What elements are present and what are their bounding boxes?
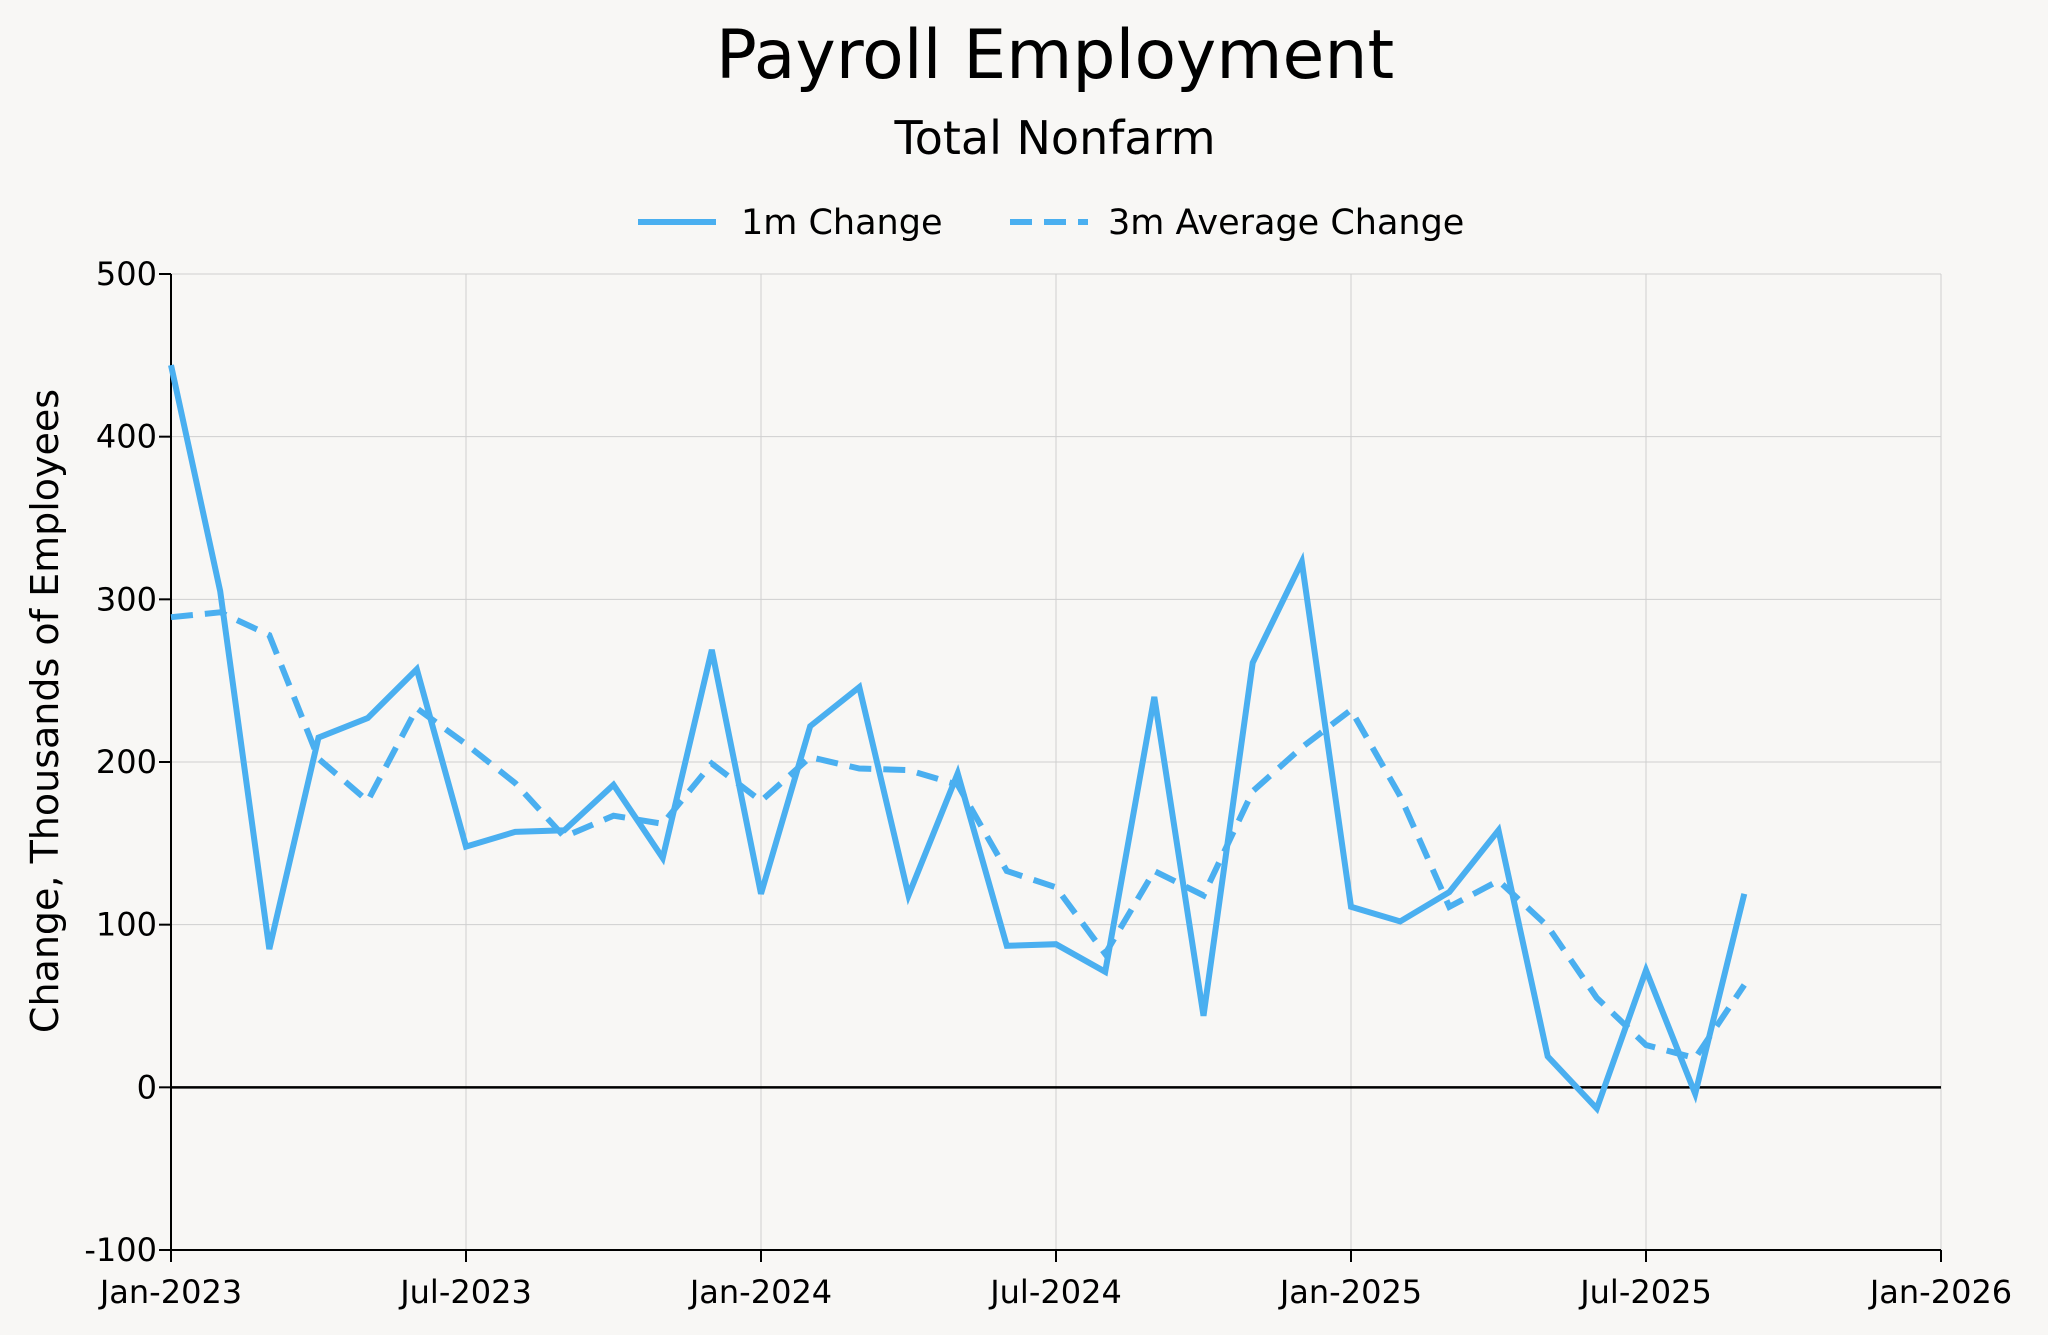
x-tick-label: Jan-2023	[98, 1273, 242, 1311]
y-axis-label: Change, Thousands of Employees	[23, 389, 67, 1033]
x-tick-label: Jul-2023	[398, 1273, 532, 1311]
axes: -100 0 100 200 300 400 500 Jan-2023 Jul-2023 Jan-…	[84, 255, 2012, 1311]
legend-label-1m: 1m Change	[741, 203, 943, 243]
grid	[171, 273, 1942, 1251]
series-lines	[168, 364, 1748, 1115]
y-tick-label: 400	[96, 418, 157, 456]
x-tick-label: Jul-2024	[988, 1273, 1122, 1311]
x-tick-label: Jan-2026	[1868, 1273, 2012, 1311]
legend: 1m Change 3m Average Change	[638, 203, 1464, 243]
chart-title: Payroll Employment	[716, 16, 1394, 95]
y-tick-label: 300	[96, 580, 157, 618]
y-tick-label: 500	[96, 255, 157, 293]
series-line-3m-average	[170, 609, 1747, 1062]
y-tick-label: 100	[96, 906, 157, 944]
x-tick-label: Jan-2024	[688, 1273, 832, 1311]
x-tick-label: Jan-2025	[1278, 1273, 1422, 1311]
y-tick-label: -100	[84, 1231, 157, 1269]
y-tick-label: 200	[96, 743, 157, 781]
series-line-1m-change	[168, 364, 1748, 1115]
chart-subtitle: Total Nonfarm	[893, 111, 1215, 165]
legend-label-3m: 3m Average Change	[1108, 203, 1464, 243]
x-tick-label: Jul-2025	[1578, 1273, 1712, 1311]
y-tick-label: 0	[137, 1068, 157, 1106]
